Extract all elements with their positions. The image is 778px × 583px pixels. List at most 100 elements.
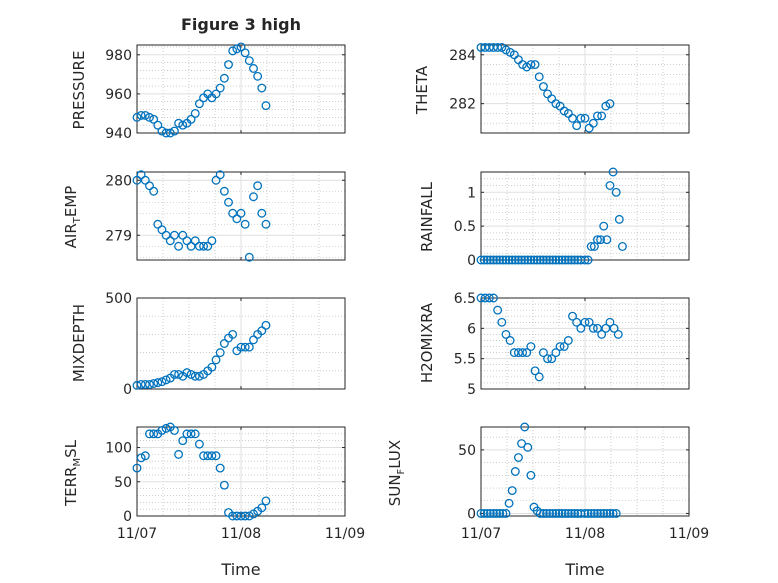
point-rainfall <box>567 255 576 265</box>
point-pressure <box>211 89 221 99</box>
point-pressure <box>132 112 142 122</box>
point-mixdepth <box>240 342 250 352</box>
y-tick-label-terr-msl: 0 <box>123 509 132 525</box>
point-h2omixra <box>543 354 553 364</box>
point-sun-flux <box>479 509 489 518</box>
point-air-temp <box>219 186 229 196</box>
point-sun-flux <box>504 498 514 508</box>
point-rainfall <box>535 255 545 265</box>
point-sun-flux <box>513 453 523 462</box>
point-air-temp <box>161 230 171 240</box>
point-terr-msl <box>149 429 159 439</box>
point-mixdepth <box>215 348 225 358</box>
point-pressure <box>236 42 246 52</box>
point-terr-msl <box>207 451 217 461</box>
point-air-temp <box>224 197 233 207</box>
point-pressure <box>136 110 146 120</box>
xlabel-right: Time <box>564 560 604 579</box>
point-theta <box>605 99 615 109</box>
x-tick-label-sun-flux: 11/07 <box>461 526 501 542</box>
subplot-pressure: 940 960 980 PRESSURE <box>70 42 346 142</box>
point-sun-flux <box>560 509 570 518</box>
point-sun-flux <box>599 509 609 518</box>
point-air-temp <box>194 241 204 251</box>
point-rainfall <box>548 255 558 265</box>
point-air-temp <box>215 170 225 180</box>
subplot-air-temp: 279 280 AIRTEMP <box>62 170 346 262</box>
point-rainfall <box>596 235 606 245</box>
point-theta <box>476 42 486 52</box>
point-mixdepth <box>174 369 184 379</box>
y-tick-label-pressure: 960 <box>105 87 132 103</box>
point-rainfall <box>510 255 520 265</box>
y-tick-label-sun-flux: 0 <box>467 506 476 522</box>
point-mixdepth <box>257 326 267 336</box>
point-h2omixra <box>559 342 569 351</box>
point-terr-msl <box>178 436 188 446</box>
point-terr-msl <box>194 439 204 449</box>
point-sun-flux <box>605 509 615 518</box>
point-theta <box>588 118 598 128</box>
x-tick-label-terr-msl: 11/08 <box>221 526 261 542</box>
point-air-temp <box>165 236 175 246</box>
point-terr-msl <box>140 451 150 461</box>
point-pressure <box>232 44 242 54</box>
point-sun-flux <box>593 509 602 518</box>
point-rainfall <box>614 214 624 224</box>
point-theta <box>580 113 590 123</box>
point-rainfall <box>554 255 564 265</box>
point-terr-msl <box>203 451 213 461</box>
y-tick-label-terr-msl: 100 <box>105 441 132 457</box>
point-sun-flux <box>586 509 596 518</box>
point-h2omixra <box>593 323 602 333</box>
point-rainfall <box>513 255 523 265</box>
y-tick-label-h2omixra: 5.5 <box>454 352 476 368</box>
point-rainfall <box>529 255 539 265</box>
point-air-temp <box>232 214 242 224</box>
point-rainfall <box>608 167 618 177</box>
point-air-temp <box>178 230 188 240</box>
point-theta <box>530 60 540 70</box>
point-theta <box>480 42 490 52</box>
point-air-temp <box>228 208 238 218</box>
point-rainfall <box>507 255 517 265</box>
point-air-temp <box>207 236 217 246</box>
point-sun-flux <box>520 422 530 432</box>
point-mixdepth <box>136 380 146 389</box>
point-h2omixra <box>547 354 557 364</box>
point-rainfall <box>605 181 615 190</box>
point-theta <box>597 111 607 121</box>
point-theta <box>568 113 577 123</box>
point-sun-flux <box>485 509 495 518</box>
point-h2omixra <box>601 323 611 333</box>
point-air-temp <box>136 170 146 180</box>
point-h2omixra <box>597 329 607 339</box>
point-air-temp <box>236 208 246 218</box>
point-h2omixra <box>526 342 536 351</box>
point-sun-flux <box>517 439 527 448</box>
point-sun-flux <box>580 509 590 518</box>
ylabel-pressure: PRESSURE <box>70 51 88 130</box>
point-rainfall <box>611 187 621 197</box>
point-h2omixra <box>476 293 486 303</box>
point-pressure <box>157 126 167 136</box>
x-tick-label-terr-msl: 11/09 <box>325 526 365 542</box>
point-sun-flux <box>498 509 508 518</box>
x-tick-label-sun-flux: 11/08 <box>565 526 605 542</box>
point-h2omixra <box>509 348 519 358</box>
point-h2omixra <box>538 348 548 358</box>
point-air-temp <box>253 181 263 191</box>
point-h2omixra <box>613 329 623 339</box>
subplot-theta: 282 284 THETA <box>413 42 690 134</box>
point-terr-msl <box>145 429 154 439</box>
point-h2omixra <box>580 317 590 327</box>
point-sun-flux <box>611 509 621 518</box>
point-terr-msl <box>244 511 254 521</box>
y-tick-label-rainfall: 0 <box>467 253 476 269</box>
point-air-temp <box>244 252 254 262</box>
point-mixdepth <box>228 329 238 339</box>
point-terr-msl <box>236 511 246 521</box>
point-pressure <box>149 114 159 124</box>
point-rainfall <box>501 255 511 265</box>
